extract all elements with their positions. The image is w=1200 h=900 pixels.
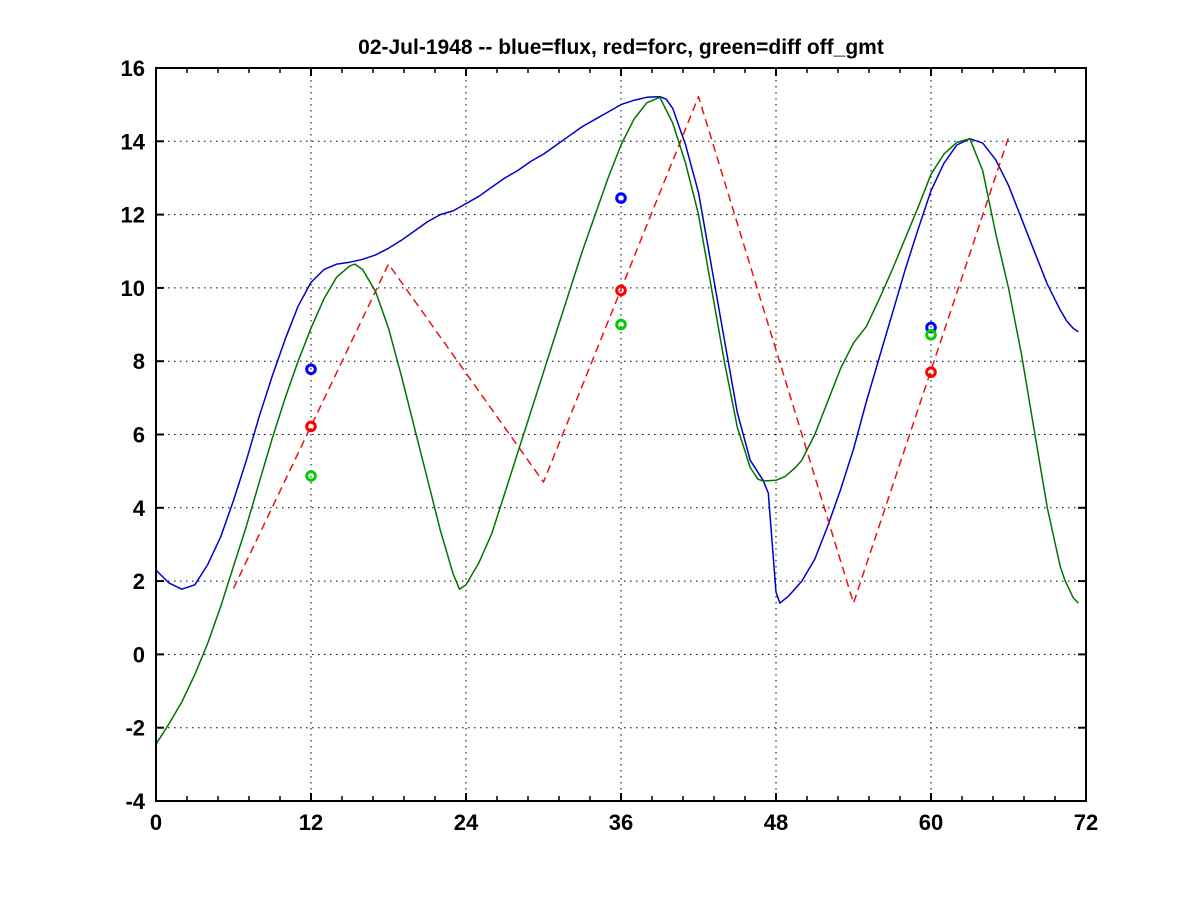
y-tick-label: 0 [133,642,145,667]
marker-diff-obs [615,318,627,331]
y-tick-label: 12 [121,203,145,228]
x-tick-label: 48 [764,810,788,835]
marker-flux-obs [305,363,317,376]
marker-forc-obs [615,284,627,297]
y-tick-label: 6 [133,423,145,448]
x-tick-label: 72 [1074,810,1098,835]
y-tick-label: 4 [133,496,146,521]
marker-forc-obs [925,366,937,378]
y-tick-label: 16 [121,56,145,81]
x-tick-label: 60 [919,810,943,835]
y-tick-label: 10 [121,276,145,301]
x-tick-label: 0 [150,810,162,835]
marker-forc-obs [305,420,317,433]
y-tick-label: 2 [133,569,145,594]
y-tick-label: -4 [125,789,145,814]
chart-title: 02-Jul-1948 -- blue=flux, red=forc, gree… [358,36,884,59]
x-tick-label: 36 [609,810,633,835]
y-tick-label: 14 [121,129,146,154]
marker-flux-obs [615,192,627,204]
y-tick-label: -2 [125,716,145,741]
marker-diff-obs [925,329,937,341]
marker-diff-obs [305,470,317,482]
series-forc-line [232,95,1010,604]
y-tick-label: 8 [133,349,145,374]
x-tick-label: 12 [299,810,323,835]
series-diff-line [155,96,1079,745]
x-tick-label: 24 [454,810,479,835]
series-flux-line [155,95,1079,604]
